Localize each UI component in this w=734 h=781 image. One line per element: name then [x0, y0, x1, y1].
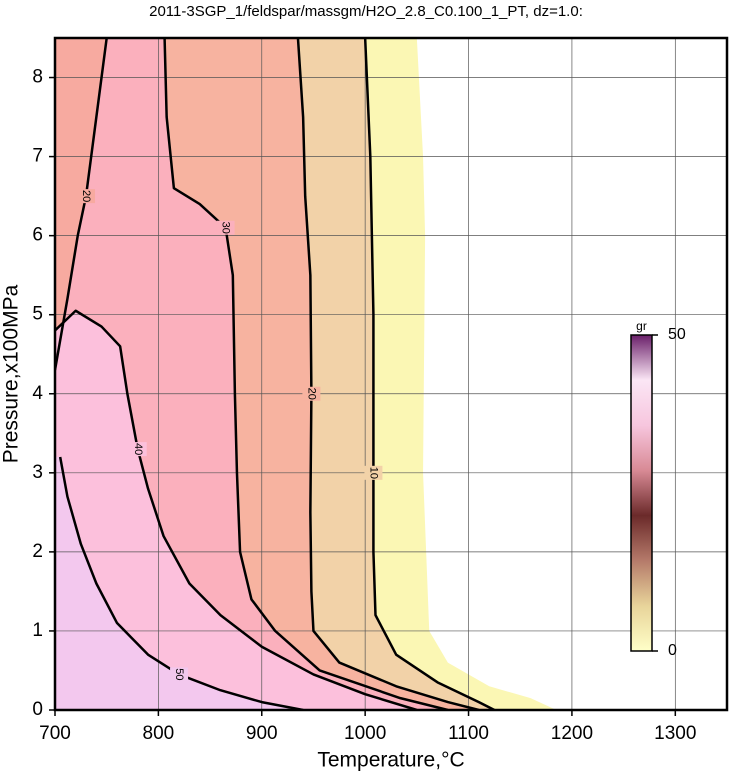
contour-fill: [55, 38, 107, 371]
contour-fills: [55, 38, 557, 710]
contour-label-bg: [216, 220, 235, 235]
x-tick-label: 1300: [654, 723, 696, 744]
x-tick-label: 1100: [448, 723, 489, 744]
colorbar-scale: [630, 334, 653, 652]
contour-label: 20: [80, 190, 92, 202]
y-tick-label: 3: [32, 462, 43, 483]
y-tick-label: 6: [32, 225, 43, 246]
x-tick-label: 700: [39, 723, 71, 744]
contour-label-bg: [170, 667, 189, 682]
contour-label: 30: [220, 222, 232, 234]
contour-label-bg: [364, 465, 383, 480]
y-tick-label: 8: [32, 67, 43, 88]
contour-fill: [55, 310, 417, 710]
contour-label: 10: [368, 467, 380, 479]
contour-label-bg: [77, 189, 96, 204]
plot-frame: [53, 36, 729, 712]
contour-line: [55, 309, 418, 710]
contour-label-bg: [128, 442, 147, 457]
x-tick-label: 800: [143, 723, 175, 744]
contour-line: [163, 38, 449, 710]
contour-label: 40: [132, 443, 144, 455]
contour-line: [55, 38, 108, 371]
contour-line: [363, 38, 495, 710]
x-tick-label: 900: [246, 723, 278, 744]
x-tick-label: 1200: [551, 723, 593, 744]
colorbar-tick-label: 50: [668, 326, 686, 343]
contour-fill: [55, 457, 304, 710]
y-tick-label: 0: [32, 699, 43, 720]
contour-line: [58, 456, 304, 710]
y-axis-label: Pressure,x100MPa: [0, 284, 23, 463]
contour-lines: 10 20 30 20 40 50: [55, 38, 495, 710]
contour-label-bg: [302, 386, 321, 401]
colorbar: gr 0 50: [630, 319, 686, 659]
contour-label: 20: [305, 388, 317, 400]
y-tick-label: 7: [32, 146, 43, 167]
x-tick-label: 1000: [344, 723, 386, 744]
y-tick-label: 5: [32, 304, 43, 325]
contour-label: 50: [173, 668, 185, 680]
contour-line: [296, 38, 480, 710]
x-axis-label: Temperature,°C: [317, 749, 464, 772]
colorbar-label: gr: [636, 319, 647, 333]
y-tick-label: 1: [32, 620, 43, 641]
y-tick-label: 4: [32, 383, 43, 404]
y-tick-label: 2: [32, 541, 43, 562]
colorbar-tick-label: 0: [668, 642, 677, 659]
axes: 700 800 900 1000 1100 1200 1300 0 1 2 3 4 5 6 7 8: [32, 67, 696, 744]
chart-title: 2011-3SGP_1/feldspar/massgm/H2O_2.8_C0.1…: [149, 3, 583, 20]
